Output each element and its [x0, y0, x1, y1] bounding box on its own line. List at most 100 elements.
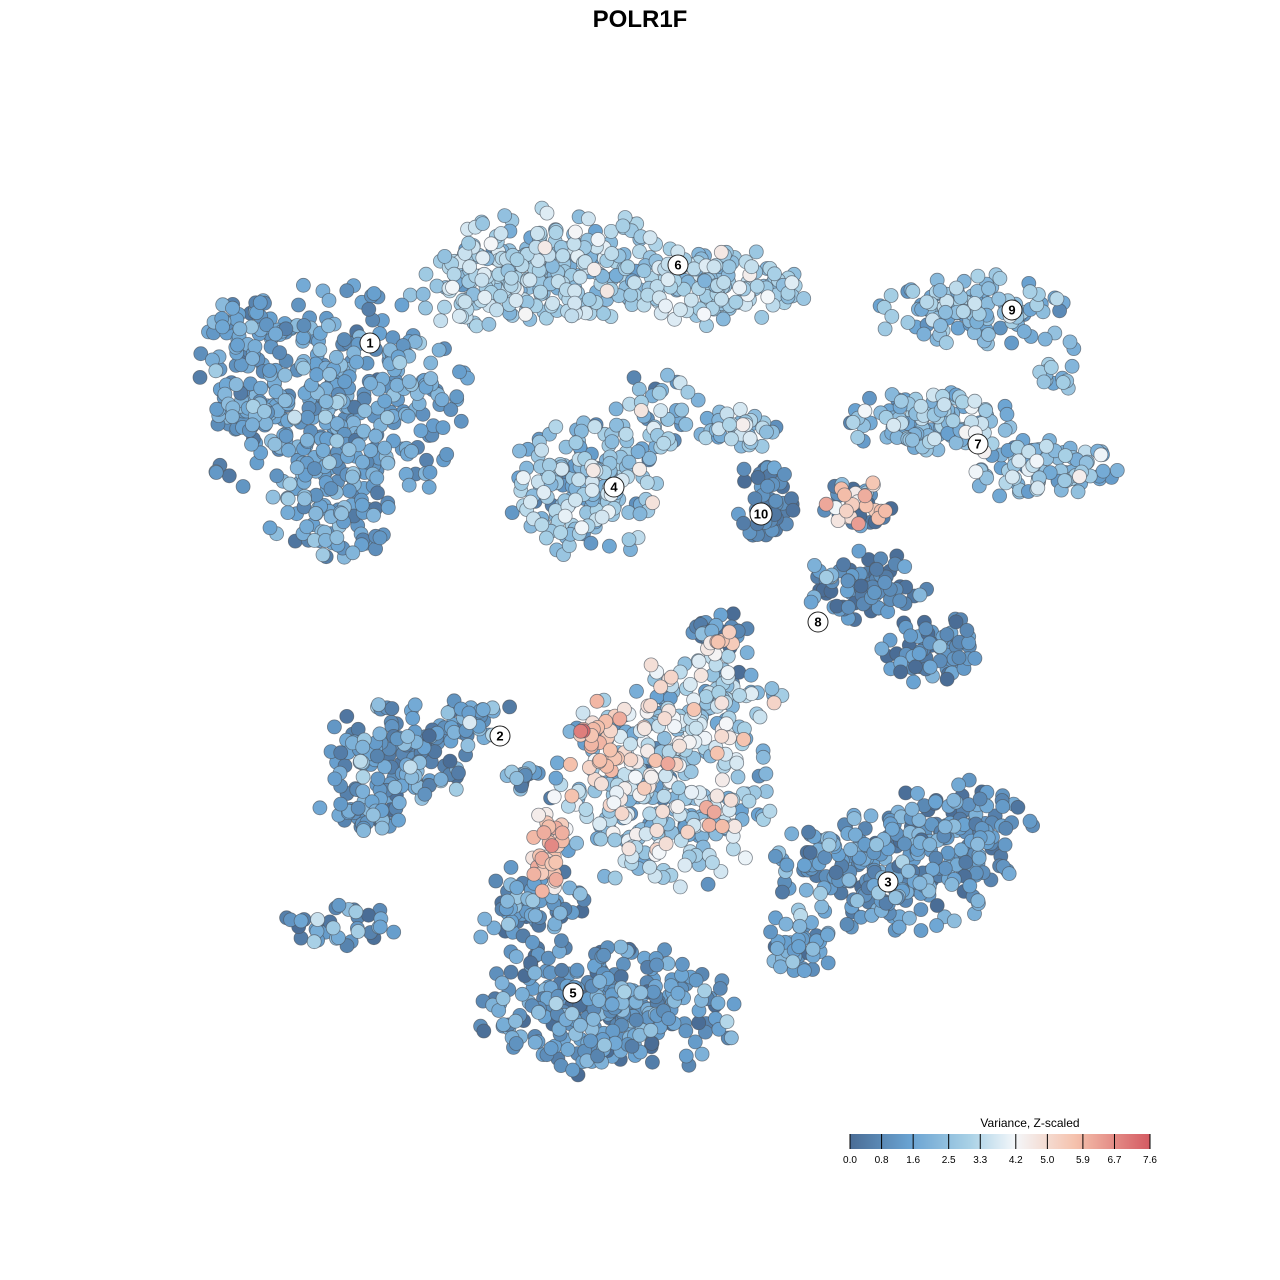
scatter-point — [500, 916, 516, 932]
scatter-point — [265, 489, 281, 505]
scatter-point — [591, 993, 607, 1008]
scatter-point — [592, 816, 608, 832]
scatter-point — [366, 286, 382, 301]
scatter-point — [401, 477, 417, 493]
scatter-point — [355, 784, 371, 799]
scatter-point — [548, 996, 564, 1011]
scatter-point — [686, 261, 702, 277]
scatter-point — [612, 711, 628, 727]
cluster-label-8: 8 — [807, 611, 829, 633]
scatter-point — [528, 908, 543, 924]
scatter-point — [268, 326, 284, 342]
scatter-point — [345, 545, 361, 561]
scatter-point — [820, 927, 835, 943]
scatter-point — [575, 705, 591, 721]
scatter-point — [439, 446, 455, 462]
scatter-point — [697, 983, 712, 999]
scatter-point — [509, 771, 525, 786]
scatter-point — [586, 261, 602, 277]
scatter-point — [912, 587, 928, 603]
scatter-point — [995, 799, 1011, 814]
scatter-point — [632, 506, 648, 522]
scatter-point — [423, 371, 439, 386]
legend-tick-label: 3.3 — [973, 1155, 987, 1166]
scatter-point — [308, 506, 324, 521]
scatter-point — [503, 964, 519, 980]
scatter-point — [714, 695, 730, 711]
scatter-point — [392, 355, 408, 371]
scatter-point — [433, 313, 449, 329]
scatter-point — [607, 832, 623, 848]
scatter-point — [723, 792, 739, 808]
scatter-point — [508, 1013, 523, 1029]
scatter-point — [446, 266, 462, 282]
scatter-point — [1010, 799, 1026, 815]
scatter-point — [564, 1006, 580, 1022]
scatter-point — [1011, 453, 1027, 469]
scatter-point — [387, 780, 403, 795]
scatter-point — [937, 819, 953, 835]
scatter-point — [394, 297, 410, 313]
scatter-point — [433, 772, 449, 787]
scatter-point — [543, 1041, 559, 1056]
scatter-point — [568, 435, 584, 451]
scatter-point — [967, 651, 983, 666]
scatter-point — [386, 924, 402, 940]
scatter-point — [280, 491, 296, 507]
scatter-point — [533, 284, 548, 300]
scatter-point — [642, 859, 657, 875]
cluster-label-badge — [967, 433, 989, 455]
scatter-point — [477, 289, 493, 305]
scatter-point — [869, 837, 884, 852]
scatter-point — [649, 957, 665, 973]
scatter-point — [616, 956, 631, 972]
scatter-point — [548, 854, 564, 870]
scatter-point — [672, 738, 687, 754]
scatter-point — [639, 475, 655, 491]
scatter-point — [1072, 469, 1087, 485]
scatter-point — [651, 385, 667, 401]
scatter-point — [648, 753, 663, 768]
scatter-point — [445, 279, 460, 295]
scatter-point — [418, 300, 433, 316]
scatter-point — [670, 985, 686, 1001]
scatter-point — [678, 1048, 694, 1064]
scatter-point — [660, 756, 676, 771]
scatter-point — [281, 442, 296, 458]
scatter-point — [919, 294, 935, 310]
scatter-point — [361, 301, 377, 317]
cluster-labels: 1 6 4 9 7 10 8 2 3 5 — [359, 254, 1023, 1004]
scatter-point — [674, 402, 690, 418]
scatter-point — [839, 503, 854, 519]
scatter-point — [715, 311, 731, 327]
scatter-point — [564, 788, 580, 804]
scatter-point — [673, 302, 688, 318]
scatter-point — [784, 275, 800, 291]
scatter-point — [629, 683, 644, 699]
scatter-point — [697, 273, 713, 289]
scatter-point — [224, 409, 240, 425]
scatter-point — [518, 306, 533, 322]
scatter-point — [493, 288, 508, 304]
cluster-label-text: 8 — [814, 615, 821, 630]
scatter-point — [508, 949, 524, 965]
scatter-point — [515, 470, 531, 486]
scatter-point — [602, 538, 617, 554]
scatter-point — [1029, 453, 1045, 469]
scatter-point — [462, 259, 478, 275]
scatter-point — [374, 820, 390, 836]
scatter-point — [682, 677, 698, 692]
scatter-point — [865, 475, 881, 491]
scatter-point — [267, 436, 283, 452]
scatter-point — [732, 401, 748, 417]
scatter-point — [623, 287, 639, 303]
scatter-point — [955, 394, 970, 410]
scatter-point — [999, 406, 1015, 422]
scatter-point — [767, 266, 782, 282]
scatter-point — [1016, 324, 1032, 339]
scatter-point — [349, 354, 365, 370]
scatter-point — [709, 788, 725, 804]
scatter-point — [481, 316, 497, 332]
scatter-point — [320, 318, 336, 334]
